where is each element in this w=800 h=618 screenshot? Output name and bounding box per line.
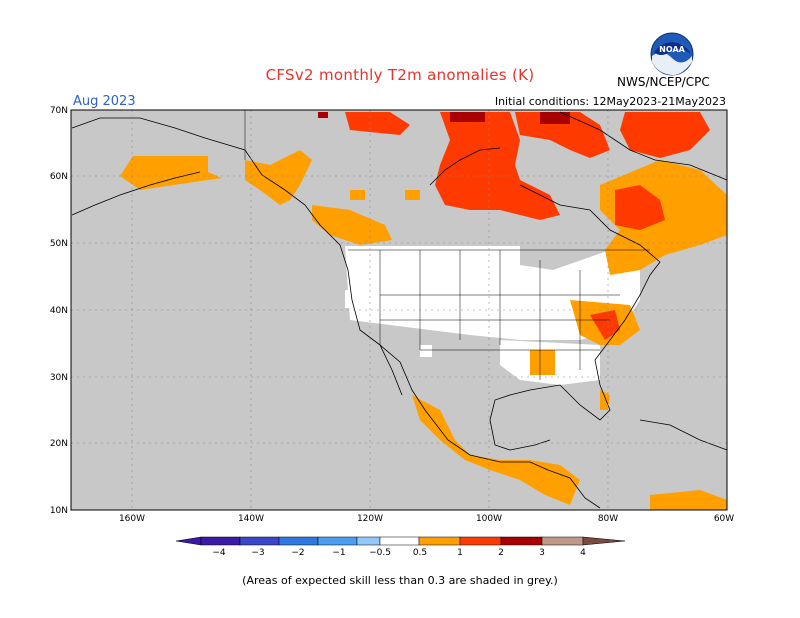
lon-label: 100W — [476, 514, 502, 524]
legend-swatch — [357, 537, 380, 545]
legend-label: −1 — [332, 548, 345, 558]
legend-swatch — [501, 537, 542, 545]
legend-label: −2 — [291, 548, 304, 558]
legend-left-arrow — [176, 537, 201, 545]
latitude-labels: 70N 60N 50N 40N 30N 20N 10N — [50, 106, 68, 516]
lat-label: 40N — [50, 306, 68, 316]
color-legend — [176, 537, 625, 545]
lat-label: 10N — [50, 506, 68, 516]
anomaly-map: 70N 60N 50N 40N 30N 20N 10N 160W 140W 12… — [0, 0, 800, 618]
legend-label: −0.5 — [369, 548, 391, 558]
lat-label: 70N — [50, 106, 68, 116]
legend-swatch — [318, 537, 357, 545]
skill-footnote: (Areas of expected skill less than 0.3 a… — [0, 574, 800, 587]
legend-swatch — [279, 537, 318, 545]
lon-label: 120W — [357, 514, 383, 524]
legend-swatch — [460, 537, 501, 545]
legend-label: −3 — [251, 548, 264, 558]
legend-label: 0.5 — [413, 548, 427, 558]
legend-labels: −4 −3 −2 −1 −0.5 0.5 1 2 3 4 — [212, 548, 586, 558]
legend-swatch — [201, 537, 240, 545]
lon-label: 160W — [119, 514, 145, 524]
legend-label: −4 — [212, 548, 226, 558]
lon-label: 140W — [238, 514, 264, 524]
lon-label: 60W — [714, 514, 734, 524]
legend-label: 4 — [580, 548, 586, 558]
legend-swatch — [419, 537, 460, 545]
legend-label: 3 — [539, 548, 545, 558]
lat-label: 60N — [50, 172, 68, 182]
lat-label: 30N — [50, 373, 68, 383]
longitude-labels: 160W 140W 120W 100W 80W 60W — [119, 514, 734, 524]
lat-label: 50N — [50, 239, 68, 249]
legend-swatch — [542, 537, 583, 545]
legend-label: 1 — [457, 548, 463, 558]
lat-label: 20N — [50, 439, 68, 449]
legend-label: 2 — [498, 548, 504, 558]
legend-swatch — [380, 537, 419, 545]
legend-swatch — [240, 537, 279, 545]
legend-right-arrow — [583, 537, 625, 545]
lon-label: 80W — [598, 514, 618, 524]
